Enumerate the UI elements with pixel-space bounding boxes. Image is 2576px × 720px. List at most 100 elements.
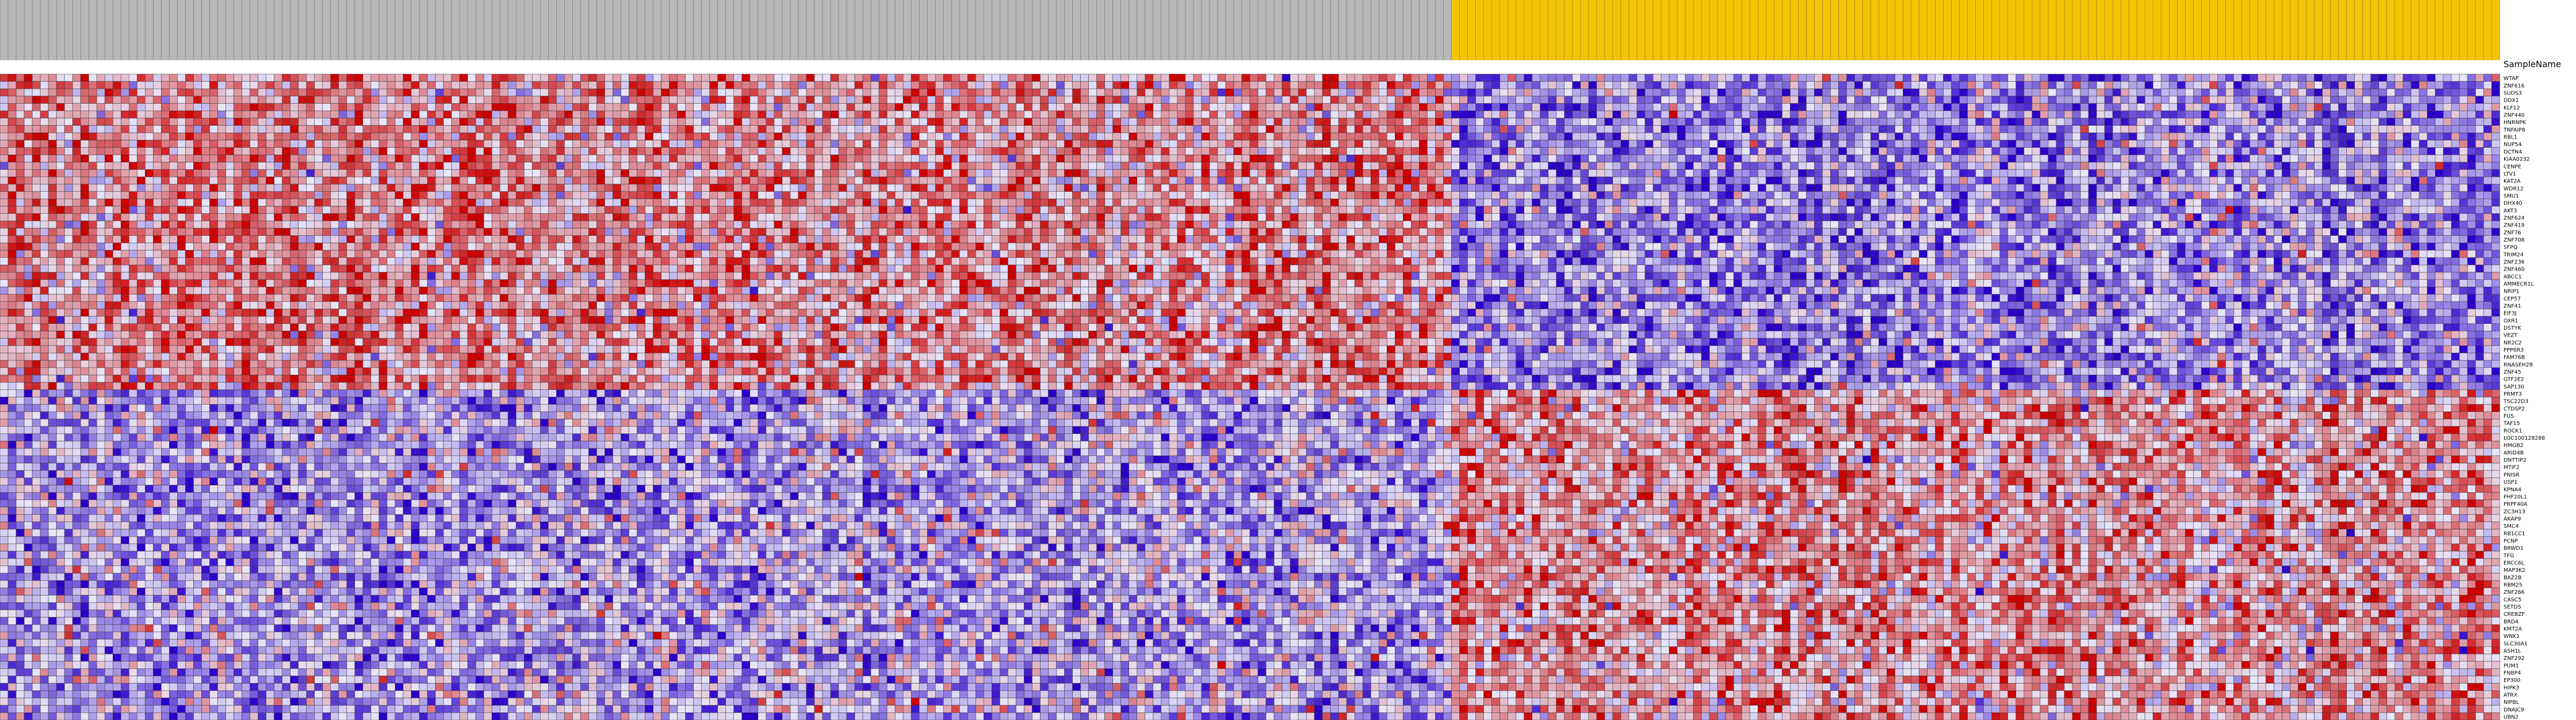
- heatmap-cell: [927, 103, 936, 111]
- heatmap-cell: [80, 169, 89, 177]
- heatmap-cell: [1548, 177, 1557, 185]
- heatmap-cell: [104, 140, 113, 148]
- heatmap-cell: [177, 81, 186, 89]
- heatmap-cell: [145, 169, 154, 177]
- heatmap-cell: [1798, 162, 1807, 170]
- heatmap-cell: [2088, 96, 2097, 104]
- heatmap-cell: [266, 147, 274, 155]
- heatmap-cell: [427, 96, 436, 104]
- heatmap-cell: [1903, 140, 1911, 148]
- heatmap-cell: [1387, 103, 1395, 111]
- heatmap-cell: [1112, 118, 1121, 126]
- heatmap-cell: [854, 96, 863, 104]
- heatmap-cell: [838, 89, 847, 97]
- heatmap-cell: [1233, 96, 1242, 104]
- heatmap-cell: [1757, 125, 1766, 133]
- heatmap-cell: [927, 89, 936, 97]
- heatmap-cell: [1741, 96, 1750, 104]
- heatmap-cell: [266, 89, 274, 97]
- heatmap-cell: [145, 103, 154, 111]
- heatmap-cell: [137, 133, 145, 141]
- heatmap-cell: [274, 133, 282, 141]
- heatmap-cell: [322, 177, 331, 185]
- heatmap-cell: [2451, 103, 2460, 111]
- heatmap-cell: [234, 184, 242, 192]
- heatmap-cell: [1145, 111, 1154, 119]
- heatmap-cell: [129, 133, 137, 141]
- heatmap-cell: [96, 74, 105, 82]
- heatmap-cell: [1483, 125, 1492, 133]
- heatmap-cell: [2290, 147, 2298, 155]
- heatmap-cell: [411, 133, 420, 141]
- heatmap-cell: [0, 74, 9, 82]
- heatmap-cell: [459, 74, 468, 82]
- heatmap-cell: [2290, 125, 2298, 133]
- heatmap-cell: [1032, 162, 1040, 170]
- heatmap-cell: [2427, 74, 2436, 82]
- heatmap-cell: [1798, 133, 1807, 141]
- heatmap-cell: [443, 125, 452, 133]
- heatmap-cell: [443, 96, 452, 104]
- heatmap-cell: [2298, 74, 2306, 82]
- heatmap-cell: [1781, 140, 1791, 148]
- heatmap-cell: [1773, 103, 1782, 111]
- heatmap-cell: [2322, 96, 2331, 104]
- heatmap-cell: [161, 169, 170, 177]
- heatmap-cell: [2370, 89, 2379, 97]
- heatmap-cell: [2104, 162, 2113, 170]
- heatmap-cell: [104, 111, 113, 119]
- heatmap-cell: [1282, 111, 1291, 119]
- heatmap-cell: [1919, 118, 1927, 126]
- heatmap-cell: [16, 96, 25, 104]
- heatmap-cell: [2467, 177, 2476, 185]
- heatmap-cell: [613, 162, 621, 170]
- heatmap-cell: [878, 125, 887, 133]
- heatmap-cell: [572, 147, 581, 155]
- heatmap-cell: [992, 103, 1000, 111]
- heatmap-cell: [379, 177, 388, 185]
- heatmap-cell: [1669, 74, 1678, 82]
- heatmap-cell: [621, 103, 629, 111]
- heatmap-cell: [1169, 89, 1178, 97]
- heatmap-cell: [1895, 125, 1903, 133]
- heatmap-cell: [1669, 133, 1678, 141]
- heatmap-cell: [1395, 89, 1403, 97]
- heatmap-cell: [387, 133, 396, 141]
- heatmap-cell: [2104, 96, 2113, 104]
- heatmap-cell: [80, 162, 89, 170]
- heatmap-cell: [411, 96, 420, 104]
- heatmap-cell: [2193, 89, 2202, 97]
- heatmap-cell: [2056, 125, 2065, 133]
- heatmap-cell: [774, 103, 783, 111]
- heatmap-cell: [1685, 169, 1694, 177]
- heatmap-cell: [322, 118, 331, 126]
- heatmap-cell: [1927, 96, 1935, 104]
- heatmap-cell: [798, 177, 807, 185]
- heatmap-cell: [2274, 103, 2282, 111]
- heatmap-cell: [523, 162, 533, 170]
- heatmap-cell: [1217, 162, 1226, 170]
- heatmap-cell: [1088, 89, 1097, 97]
- heatmap-cell: [290, 177, 299, 185]
- heatmap-cell: [258, 111, 266, 119]
- heatmap-cell: [1467, 155, 1476, 163]
- heatmap-cell: [258, 103, 266, 111]
- heatmap-cell: [2330, 140, 2339, 148]
- heatmap-cell: [2314, 177, 2323, 185]
- heatmap-cell: [1427, 140, 1436, 148]
- heatmap-cell: [72, 103, 81, 111]
- heatmap-cell: [548, 155, 557, 163]
- heatmap-cell: [1419, 81, 1428, 89]
- heatmap-cell: [1000, 147, 1008, 155]
- heatmap-cell: [1749, 118, 1758, 126]
- heatmap-cell: [2451, 89, 2460, 97]
- heatmap-cell: [2483, 169, 2492, 177]
- heatmap-cell: [2443, 169, 2452, 177]
- heatmap-cell: [72, 74, 81, 82]
- heatmap-cell: [2467, 125, 2476, 133]
- heatmap-cell: [403, 133, 412, 141]
- heatmap-cell: [1161, 147, 1170, 155]
- heatmap-cell: [80, 81, 89, 89]
- heatmap-cell: [2411, 118, 2420, 126]
- heatmap-cell: [629, 169, 637, 177]
